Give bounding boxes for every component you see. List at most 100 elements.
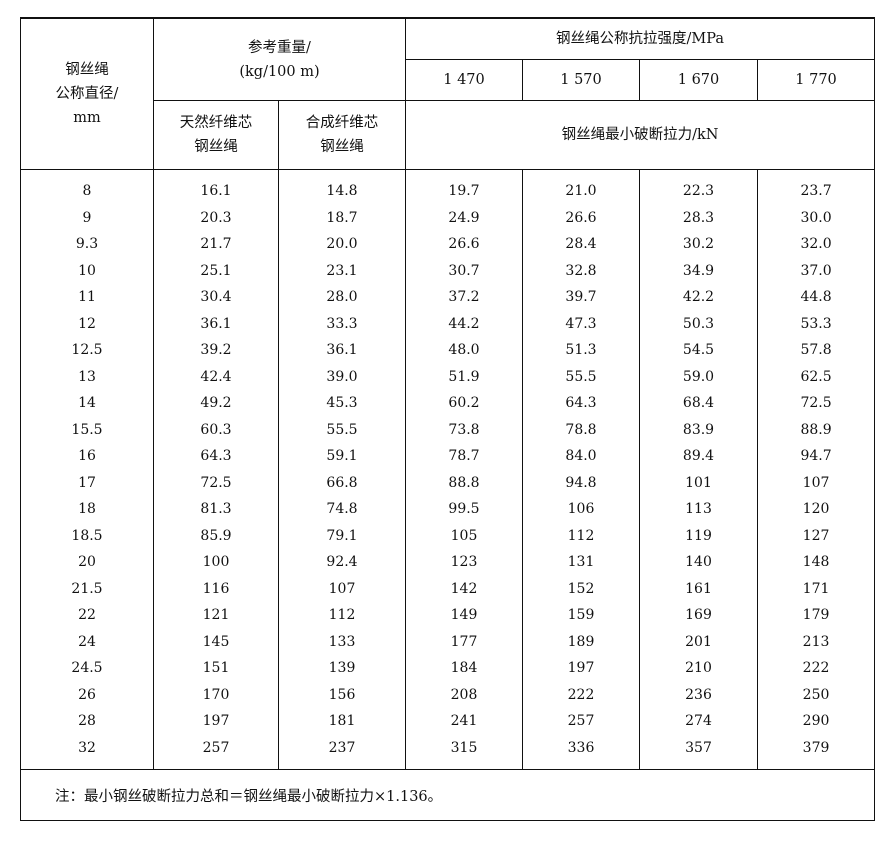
table-cell: 106 <box>522 496 640 523</box>
table-cell: 210 <box>639 655 758 682</box>
table-cell: 179 <box>756 602 876 629</box>
table-cell: 23.7 <box>756 169 876 205</box>
table-cell: 12 <box>20 310 154 337</box>
table-cell: 184 <box>405 655 523 682</box>
table-cell: 32.0 <box>756 231 876 258</box>
table-cell: 16.1 <box>153 169 279 205</box>
table-cell: 19.7 <box>405 169 523 205</box>
table-cell: 18.7 <box>278 204 406 231</box>
table-cell: 14.8 <box>278 169 406 205</box>
table-cell: 24 <box>20 628 154 655</box>
header-strength-2: 1 570 <box>522 59 640 101</box>
table-cell: 107 <box>756 469 876 496</box>
table-cell: 274 <box>639 708 758 735</box>
table-cell: 170 <box>153 681 279 708</box>
table-cell: 105 <box>405 522 523 549</box>
steel-rope-table: 钢丝绳 公称直径/ mm 参考重量/ (kg/100 m) 钢丝绳公称抗拉强度/… <box>19 17 876 821</box>
table-cell: 42.2 <box>639 284 758 311</box>
table-cell: 32.8 <box>522 257 640 284</box>
header-natural-core: 天然纤维芯 钢丝绳 <box>153 100 279 170</box>
table-cell: 119 <box>639 522 758 549</box>
table-cell: 42.4 <box>153 363 279 390</box>
table-cell: 60.2 <box>405 390 523 417</box>
header-diameter: 钢丝绳 公称直径/ mm <box>20 17 154 170</box>
table-cell: 85.9 <box>153 522 279 549</box>
table-cell: 23.1 <box>278 257 406 284</box>
table-row: 16 64.3 59.1 78.7 84.0 89.4 94.7 <box>20 443 876 470</box>
table-cell: 49.2 <box>153 390 279 417</box>
table-row: 18.5 85.9 79.1 105 112 119 127 <box>20 522 876 549</box>
table-cell: 68.4 <box>639 390 758 417</box>
table-cell: 139 <box>278 655 406 682</box>
table-cell: 116 <box>153 575 279 602</box>
header-strength-1: 1 470 <box>405 59 523 101</box>
table-row: 24 145 133 177 189 201 213 <box>20 628 876 655</box>
table-cell: 197 <box>522 655 640 682</box>
header-weight-group: 参考重量/ (kg/100 m) <box>153 17 406 101</box>
header-weight-line-2: (kg/100 m) <box>239 63 320 80</box>
table-row: 14 49.2 45.3 60.2 64.3 68.4 72.5 <box>20 390 876 417</box>
table-cell: 22.3 <box>639 169 758 205</box>
table-cell: 379 <box>756 734 876 770</box>
table-cell: 100 <box>153 549 279 576</box>
table-cell: 107 <box>278 575 406 602</box>
table-cell: 156 <box>278 681 406 708</box>
table-row: 22 121 112 149 159 169 179 <box>20 602 876 629</box>
table-cell: 55.5 <box>278 416 406 443</box>
table-cell: 39.2 <box>153 337 279 364</box>
table-cell: 12.5 <box>20 337 154 364</box>
table-cell: 148 <box>756 549 876 576</box>
header-synthetic-core-line-2: 钢丝绳 <box>320 139 364 155</box>
table-cell: 60.3 <box>153 416 279 443</box>
table-cell: 64.3 <box>153 443 279 470</box>
header-synthetic-core-line-1: 合成纤维芯 <box>305 115 379 131</box>
table-cell: 99.5 <box>405 496 523 523</box>
table-cell: 28 <box>20 708 154 735</box>
table-cell: 26.6 <box>522 204 640 231</box>
table-cell: 59.0 <box>639 363 758 390</box>
table-cell: 21.5 <box>20 575 154 602</box>
table-cell: 53.3 <box>756 310 876 337</box>
header-diameter-line-2: 公称直径/ <box>55 86 119 102</box>
table-cell: 11 <box>20 284 154 311</box>
table-row: 18 81.3 74.8 99.5 106 113 120 <box>20 496 876 523</box>
table-cell: 94.7 <box>756 443 876 470</box>
table-cell: 34.9 <box>639 257 758 284</box>
table-cell: 127 <box>756 522 876 549</box>
table-row: 8 16.1 14.8 19.7 21.0 22.3 23.7 <box>20 169 876 205</box>
table-cell: 152 <box>522 575 640 602</box>
table-cell: 241 <box>405 708 523 735</box>
table-cell: 78.8 <box>522 416 640 443</box>
table-cell: 81.3 <box>153 496 279 523</box>
header-strength-group: 钢丝绳公称抗拉强度/MPa <box>404 17 876 60</box>
table-cell: 94.8 <box>522 469 640 496</box>
table-cell: 28.3 <box>639 204 758 231</box>
table-cell: 181 <box>278 708 406 735</box>
table-cell: 189 <box>522 628 640 655</box>
table-cell: 18.5 <box>20 522 154 549</box>
table-cell: 120 <box>756 496 876 523</box>
header-natural-core-line-2: 钢丝绳 <box>194 139 238 155</box>
header-breaking-force: 钢丝绳最小破断拉力/kN <box>404 100 876 170</box>
table-cell: 92.4 <box>278 549 406 576</box>
table-cell: 73.8 <box>405 416 523 443</box>
table-cell: 140 <box>639 549 758 576</box>
table-cell: 22 <box>20 602 154 629</box>
table-cell: 16 <box>20 443 154 470</box>
table-cell: 45.3 <box>278 390 406 417</box>
table-cell: 55.5 <box>522 363 640 390</box>
table-cell: 37.2 <box>405 284 523 311</box>
table-cell: 112 <box>278 602 406 629</box>
table-cell: 33.3 <box>278 310 406 337</box>
table-cell: 30.2 <box>639 231 758 258</box>
table-cell: 10 <box>20 257 154 284</box>
table-cell: 54.5 <box>639 337 758 364</box>
table-cell: 64.3 <box>522 390 640 417</box>
table-cell: 177 <box>405 628 523 655</box>
table-cell: 14 <box>20 390 154 417</box>
table-cell: 336 <box>522 734 640 770</box>
header-strength-3: 1 670 <box>639 59 758 101</box>
table-cell: 159 <box>522 602 640 629</box>
table-cell: 30.4 <box>153 284 279 311</box>
table-cell: 357 <box>639 734 758 770</box>
